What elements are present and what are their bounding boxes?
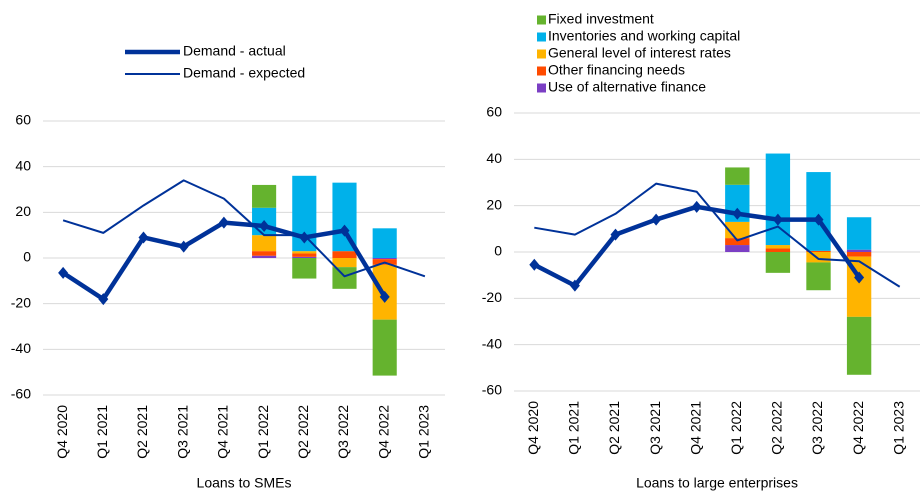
bar [292,253,317,257]
legend-swatch [537,49,546,59]
marker [58,266,69,279]
legend-swatch [537,83,546,93]
marker [732,207,743,220]
y-tick-label: 0 [23,249,31,265]
x-tick-label: Q1 2023 [416,405,432,459]
marker [813,213,824,226]
legend-label: Inventories and working capital [548,28,740,44]
legend-label: Demand - actual [183,43,286,59]
legend-swatch [537,66,546,76]
x-tick-label: Q3 2022 [335,405,351,459]
marker [379,290,390,303]
y-tick-label: 0 [494,243,502,259]
bar [765,252,791,273]
bar [252,251,277,256]
legend-swatch [537,15,546,25]
x-tick-label: Q3 2021 [174,405,190,459]
y-tick-label: -60 [11,386,31,402]
y-tick-label: 20 [486,196,502,212]
y-tick-label: -60 [482,382,502,398]
x-tick-label: Q1 2021 [566,401,582,455]
x-axis-title: Loans to SMEs [197,475,292,491]
legend-label: Use of alternative finance [548,79,706,95]
bar [292,258,317,279]
bar [252,184,277,208]
bar [372,228,397,258]
legend-label: Demand - expected [183,65,305,81]
x-axis-title: Loans to large enterprises [636,475,798,491]
legend-label: General level of interest rates [548,45,731,61]
bar [372,258,397,260]
bar [252,235,277,252]
line [62,179,426,278]
x-tick-label: Q2 2021 [606,401,622,455]
marker [138,231,149,244]
x-tick-label: Q2 2022 [769,401,785,455]
bar [725,238,750,246]
y-tick-label: -40 [482,335,502,351]
marker [651,213,662,226]
y-tick-label: -20 [482,289,502,305]
marker [772,213,783,226]
y-tick-label: 40 [486,150,502,166]
y-tick-label: 20 [15,203,31,219]
x-tick-label: Q4 2022 [375,405,391,459]
x-tick-label: Q4 2020 [54,405,70,459]
y-tick-label: -20 [11,294,31,310]
marker [218,216,229,229]
bar [806,172,831,251]
y-tick-label: -40 [11,340,31,356]
bar [372,319,397,376]
bar [252,255,277,258]
bar [846,252,872,257]
x-tick-label: Q4 2021 [687,401,703,455]
y-tick-label: 40 [15,157,31,173]
legend-label: Fixed investment [548,11,654,27]
marker [854,271,865,284]
x-tick-label: Q4 2021 [215,405,231,459]
x-tick-label: Q2 2022 [295,405,311,459]
bar [725,167,750,185]
marker [98,293,109,306]
bar [292,251,317,254]
bar [765,153,791,246]
legend-label: Other financing needs [548,62,685,78]
bar [846,249,872,252]
x-tick-label: Q1 2022 [728,401,744,455]
bar [765,248,791,252]
bar [765,245,791,249]
bar [806,250,831,252]
y-tick-label: 60 [15,112,31,128]
bar [332,267,357,289]
y-tick-label: 60 [486,104,502,120]
marker [691,200,702,213]
marker [178,240,189,253]
x-tick-label: Q1 2023 [890,401,906,455]
marker [569,279,580,292]
marker [339,224,350,237]
marker [610,228,621,241]
bar [846,316,872,375]
x-tick-label: Q3 2021 [647,401,663,455]
x-tick-label: Q2 2021 [134,405,150,459]
bar [292,256,317,258]
x-tick-label: Q3 2022 [809,401,825,455]
legend-swatch [537,32,546,42]
bar [332,251,357,258]
x-tick-label: Q4 2022 [850,401,866,455]
bar [806,252,831,263]
bar [846,217,872,250]
bar [725,245,750,252]
marker [529,258,540,271]
line [534,182,901,288]
x-tick-label: Q4 2020 [525,401,541,455]
x-tick-label: Q1 2021 [94,405,110,459]
x-tick-label: Q1 2022 [255,405,271,459]
marker [259,220,270,233]
bar [332,258,357,268]
bar [806,262,831,291]
